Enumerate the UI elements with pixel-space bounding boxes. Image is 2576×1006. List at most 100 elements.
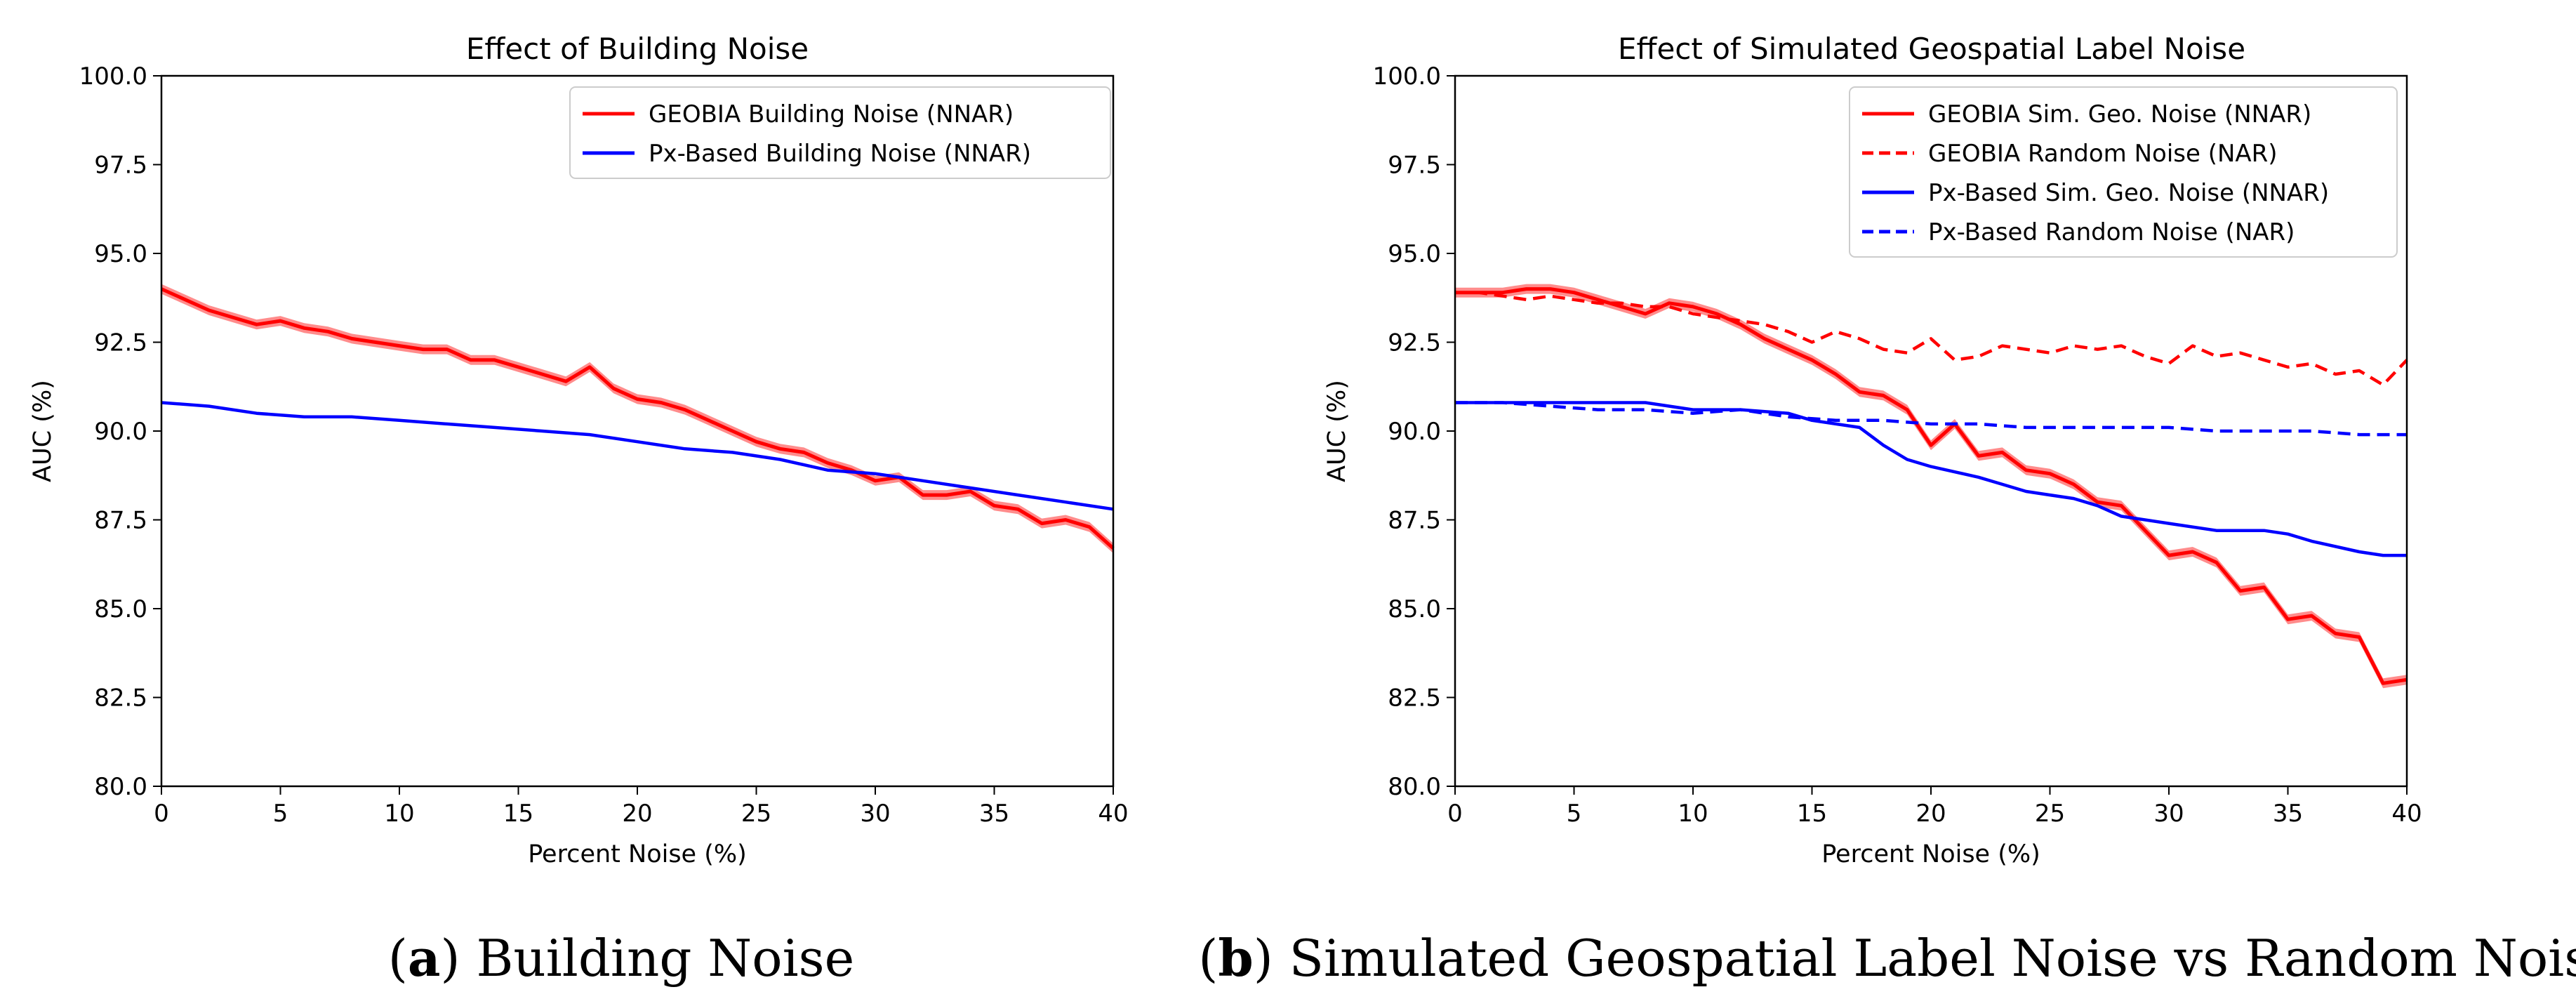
data-point	[2144, 355, 2146, 358]
data-point	[1549, 288, 1552, 291]
series-line	[161, 401, 1114, 511]
legend-item: Px-Based Sim. Geo. Noise (NNAR)	[1862, 179, 2329, 207]
y-tick-label: 82.5	[1388, 684, 1441, 713]
data-point	[1811, 359, 1814, 362]
data-point	[922, 479, 924, 482]
data-point	[874, 479, 877, 482]
data-point	[1715, 316, 1718, 319]
data-point	[755, 440, 758, 443]
data-point	[2191, 345, 2194, 348]
x-tick-label: 0	[1447, 800, 1463, 828]
data-point	[446, 348, 449, 351]
series-group	[1455, 284, 2408, 689]
y-tick-label: 90.0	[1388, 418, 1441, 446]
data-point	[1692, 409, 1694, 411]
data-point	[350, 337, 353, 340]
y-tick-label: 97.5	[1388, 152, 1441, 180]
data-point	[969, 490, 972, 493]
data-point	[2287, 618, 2290, 621]
data-point	[684, 447, 686, 450]
data-point	[636, 440, 639, 443]
data-point	[2167, 362, 2170, 365]
data-point	[303, 416, 305, 418]
data-point	[2144, 529, 2146, 532]
x-axis-label: Percent Noise (%)	[1821, 840, 2040, 868]
data-point	[208, 405, 211, 408]
x-tick-label: 40	[2391, 800, 2422, 828]
data-point	[1882, 394, 1885, 397]
data-point	[1620, 305, 1623, 308]
data-point	[731, 430, 734, 432]
data-point	[2263, 430, 2266, 432]
data-point	[945, 494, 948, 496]
data-point	[1620, 302, 1623, 305]
data-point	[184, 298, 187, 301]
data-point	[1596, 298, 1599, 301]
plot-area	[161, 76, 1113, 786]
data-point	[1596, 409, 1599, 411]
data-point	[1525, 298, 1528, 301]
data-point	[2287, 533, 2290, 536]
series-2	[1455, 401, 2407, 557]
caption-label: a	[408, 928, 441, 988]
data-point	[2191, 550, 2194, 553]
data-point	[1811, 341, 1814, 344]
data-point	[1739, 409, 1742, 411]
data-point	[1787, 412, 1790, 415]
data-point	[1549, 405, 1552, 408]
legend-item: GEOBIA Sim. Geo. Noise (NNAR)	[1862, 100, 2311, 128]
y-tick-label: 95.0	[1388, 240, 1441, 268]
data-point	[1977, 423, 1980, 425]
data-point	[1858, 426, 1861, 429]
series-line	[160, 287, 1115, 550]
data-point	[2072, 483, 2075, 486]
y-axis-label: AUC (%)	[29, 380, 57, 482]
data-point	[2025, 490, 2028, 493]
data-point	[2001, 451, 2004, 454]
legend-box	[569, 86, 1111, 179]
data-point	[1064, 501, 1067, 503]
x-tick-label: 25	[2035, 800, 2065, 828]
data-point	[232, 316, 234, 319]
data-point	[2358, 550, 2361, 553]
y-axis-ticks: 80.0 82.5 85.0 87.5 90.0 92.5 95.0 97.5 100.0	[79, 62, 161, 801]
data-point	[2263, 359, 2266, 362]
data-point	[2072, 345, 2075, 348]
data-point	[636, 398, 639, 401]
data-point	[2382, 682, 2384, 684]
data-point	[2072, 426, 2075, 429]
x-tick-label: 10	[1678, 800, 1708, 828]
legend-label: Px-Based Building Noise (NNAR)	[649, 140, 1031, 168]
data-point	[2263, 586, 2266, 589]
data-point	[2025, 426, 2028, 429]
data-point	[1692, 305, 1694, 308]
data-point	[1644, 409, 1647, 411]
data-point	[255, 412, 258, 415]
data-point	[1064, 519, 1067, 522]
data-point	[1858, 337, 1861, 340]
data-point	[1977, 476, 1980, 479]
x-tick-label: 10	[384, 800, 414, 828]
data-point	[1501, 291, 1504, 294]
data-point	[1644, 402, 1647, 404]
data-point	[612, 387, 615, 390]
data-point	[422, 348, 425, 351]
y-axis-label: AUC (%)	[1323, 380, 1351, 482]
data-point	[1787, 416, 1790, 418]
data-point	[1930, 444, 1932, 446]
series-1	[161, 401, 1114, 511]
data-point	[1906, 409, 1908, 411]
data-point	[2310, 362, 2313, 365]
y-tick-label: 100.0	[79, 62, 147, 91]
data-point	[350, 416, 353, 418]
data-point	[1858, 390, 1861, 393]
data-point	[2167, 554, 2170, 557]
x-axis-ticks: 0 5 10 15 20 25 30 35 40	[154, 786, 1129, 828]
x-axis-label: Percent Noise (%)	[528, 840, 747, 868]
data-point	[2049, 472, 2052, 475]
series-3	[1455, 401, 2407, 437]
data-point	[2025, 469, 2028, 472]
caption-text: Building Noise	[460, 929, 855, 988]
x-tick-label: 15	[503, 800, 533, 828]
